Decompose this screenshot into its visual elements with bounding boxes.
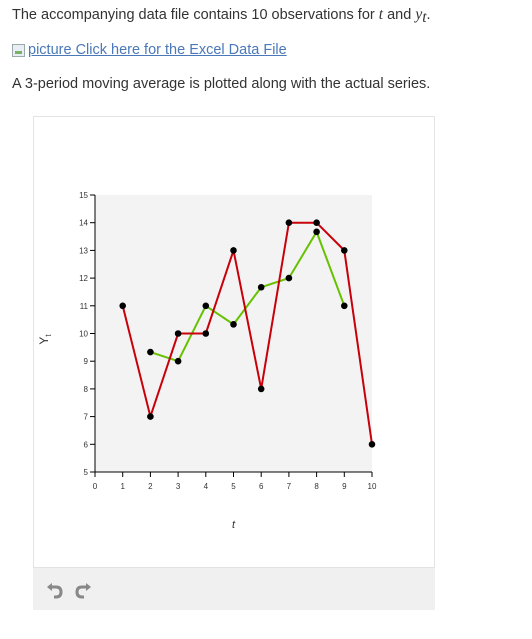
x-tick-label: 10: [368, 482, 377, 491]
data-point: [230, 247, 237, 254]
var-y-sub: t: [422, 9, 426, 26]
y-tick-label: 8: [84, 385, 89, 394]
data-point: [368, 441, 376, 448]
link-text[interactable]: Click here for the Excel Data File: [75, 42, 287, 58]
link-alt: picture: [28, 42, 72, 58]
var-y: y: [415, 6, 423, 23]
redo-icon[interactable]: [73, 581, 93, 601]
y-axis-label-sub: t: [44, 334, 53, 337]
y-axis-label-group: Yt: [37, 334, 53, 345]
x-tick-label: 0: [93, 482, 98, 491]
data-point: [285, 219, 293, 226]
undo-icon[interactable]: [45, 581, 65, 601]
y-tick-label: 9: [84, 357, 89, 366]
x-tick-label: 4: [204, 482, 209, 491]
graph-toolbar: [33, 567, 435, 610]
y-axis-label: Yt: [37, 334, 53, 345]
intro-text: The accompanying data file contains 10 o…: [12, 7, 379, 23]
x-tick-label: 1: [120, 482, 125, 491]
data-point: [174, 330, 182, 337]
y-tick-label: 14: [79, 219, 88, 228]
y-tick-label: 10: [79, 330, 88, 339]
plot-area: [95, 195, 372, 472]
period: .: [426, 7, 431, 23]
y-tick-label: 15: [79, 191, 88, 200]
var-y-sub-text: t: [422, 9, 427, 26]
data-point: [313, 228, 320, 236]
data-point: [174, 357, 182, 365]
data-point: [119, 302, 126, 310]
question-intro: The accompanying data file contains 10 o…: [12, 6, 431, 27]
data-point: [285, 274, 293, 282]
data-point: [147, 413, 154, 420]
y-tick-label: 12: [79, 274, 88, 283]
var-t: t: [378, 6, 384, 23]
y-tick-label: 5: [84, 468, 89, 477]
x-tick-label: 6: [259, 482, 264, 491]
and-text: and: [383, 7, 416, 23]
data-point: [313, 219, 320, 226]
picture-icon: [12, 43, 25, 57]
y-tick-label: 11: [80, 302, 89, 311]
data-point: [230, 321, 237, 328]
series-line-0: [121, 221, 373, 445]
data-point: [147, 348, 154, 356]
x-axis-label: t: [232, 519, 236, 531]
y-tick-label: 6: [84, 440, 89, 449]
excel-data-link[interactable]: picture Click here for the Excel Data Fi…: [12, 42, 287, 58]
data-point: [257, 385, 265, 393]
x-tick-label: 8: [314, 482, 319, 491]
data-point: [202, 330, 210, 337]
x-tick-label: 7: [287, 482, 292, 491]
data-point: [341, 302, 348, 310]
x-tick-label: 9: [342, 482, 347, 491]
x-tick-label: 3: [176, 482, 181, 491]
y-tick-label: 13: [79, 246, 88, 255]
y-tick-label: 7: [84, 413, 89, 422]
data-point: [341, 247, 348, 254]
data-point: [202, 302, 210, 310]
data-point: [257, 283, 265, 291]
x-tick-label: 2: [148, 482, 153, 491]
x-tick-label: 5: [231, 482, 236, 491]
series-line-1: [150, 229, 346, 363]
description: A 3-period moving average is plotted alo…: [12, 76, 431, 92]
